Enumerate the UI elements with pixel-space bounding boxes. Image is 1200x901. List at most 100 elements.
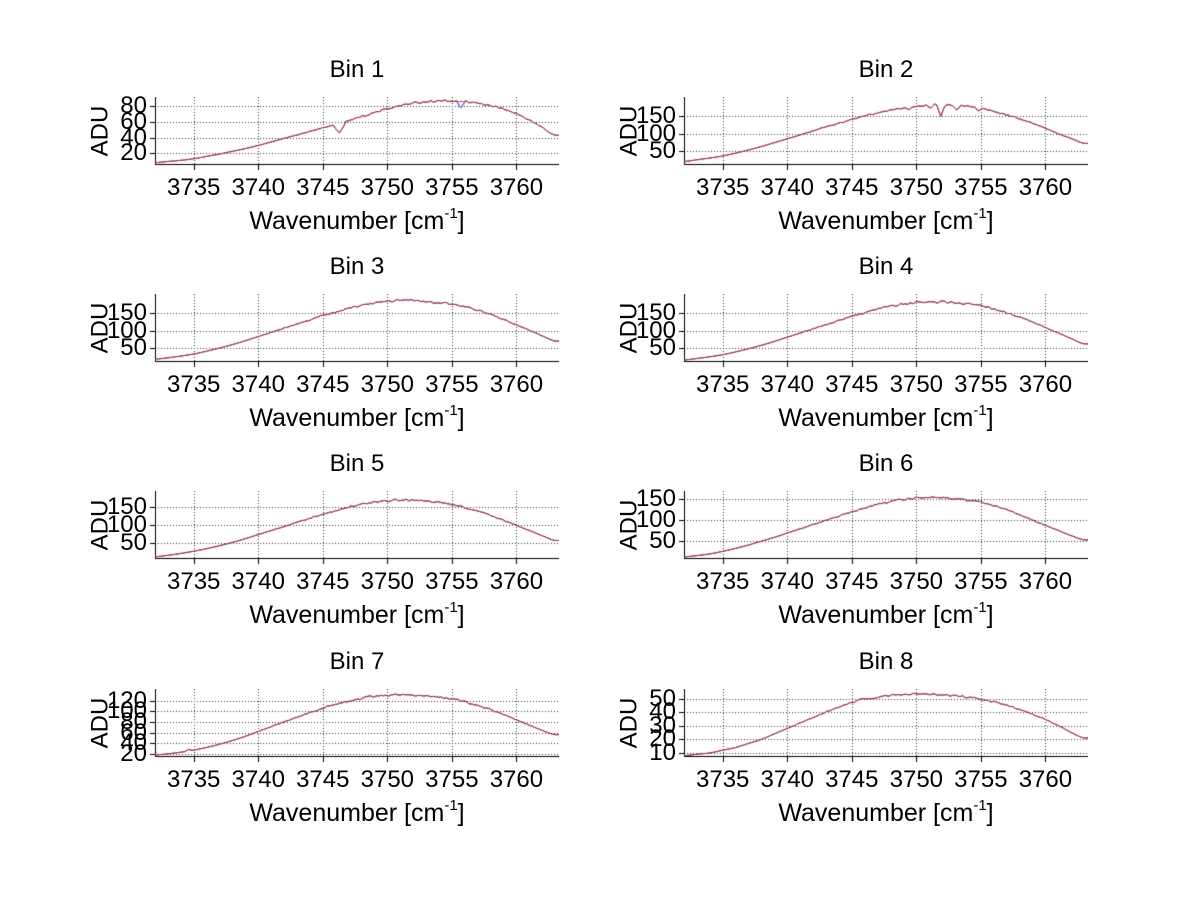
plot-title: Bin 4 <box>858 253 914 280</box>
x-tick-label: 3755 <box>954 371 1008 398</box>
plot-canvas <box>678 97 1088 173</box>
plot-canvas <box>678 689 1088 765</box>
x-axis-label-superscript: -1 <box>973 204 987 222</box>
y-tick-label: 150 <box>106 299 147 327</box>
x-axis-label: Wavenumber [cm-1] <box>155 206 559 235</box>
x-tick-label: 3760 <box>1018 174 1073 201</box>
x-axis-label-bracket: ] <box>457 601 465 629</box>
x-axis-label-superscript: -1 <box>973 598 987 616</box>
subplot-bin-4: Bin 4 ADU Wavenumber [cm-1] 50 100 150 3735… <box>615 254 1088 432</box>
x-tick-label: 3750 <box>360 174 415 201</box>
x-tick-label: 3745 <box>825 568 879 595</box>
x-tick-label: 3750 <box>360 371 415 398</box>
x-axis-label-text: Wavenumber [cm <box>249 404 445 432</box>
subplot-bin-3: Bin 3 ADU Wavenumber [cm-1] 50 100 150 3735… <box>86 254 559 432</box>
x-axis-label-text: Wavenumber [cm <box>778 404 974 432</box>
x-axis-label: Wavenumber [cm-1] <box>684 798 1088 827</box>
x-tick-label: 3745 <box>296 568 350 595</box>
plot-title: Bin 3 <box>329 253 385 280</box>
x-tick-label: 3760 <box>1018 766 1073 793</box>
subplot-bin-5: Bin 5 ADU Wavenumber [cm-1] 50 100 150 3735… <box>86 451 559 629</box>
y-tick-label: 60 <box>120 108 147 135</box>
x-axis-label-text: Wavenumber [cm <box>778 207 974 235</box>
x-tick-label: 3740 <box>760 371 814 398</box>
x-axis-label-text: Wavenumber [cm <box>778 799 974 827</box>
y-tick-label: 100 <box>635 119 676 147</box>
x-tick-label: 3750 <box>889 174 944 201</box>
plot-title: Bin 6 <box>858 450 914 477</box>
plot-canvas <box>149 294 559 370</box>
x-tick-label: 3755 <box>425 568 479 595</box>
y-tick-label: 50 <box>649 137 676 165</box>
x-tick-label: 3750 <box>889 371 944 398</box>
x-axis-label-text: Wavenumber [cm <box>778 601 974 629</box>
y-tick-label: 150 <box>635 484 676 512</box>
y-tick-label: 20 <box>120 739 147 767</box>
x-tick-label: 3745 <box>296 174 350 201</box>
x-tick-label: 3755 <box>425 371 479 398</box>
x-tick-label: 3735 <box>167 371 221 398</box>
x-tick-label: 3740 <box>760 568 814 595</box>
x-tick-label: 3760 <box>489 371 544 398</box>
x-axis-label-text: Wavenumber [cm <box>249 601 445 629</box>
plot-canvas <box>678 491 1088 567</box>
y-tick-label: 40 <box>120 729 147 757</box>
x-tick-label: 3740 <box>231 174 285 201</box>
y-tick-label: 20 <box>649 725 676 753</box>
x-tick-label: 3760 <box>1018 371 1073 398</box>
x-tick-label: 3740 <box>760 766 814 793</box>
x-axis-label-text: Wavenumber [cm <box>249 207 445 235</box>
x-tick-label: 3740 <box>231 766 285 793</box>
x-tick-label: 3745 <box>296 371 350 398</box>
x-tick-label: 3755 <box>954 766 1008 793</box>
x-axis-label-bracket: ] <box>457 799 465 827</box>
x-tick-label: 3740 <box>231 371 285 398</box>
subplot-bin-1: Bin 1 ADU Wavenumber [cm-1] 20 40 60 80 3735… <box>86 57 559 235</box>
y-tick-label: 20 <box>120 139 147 167</box>
x-tick-label: 3745 <box>825 371 879 398</box>
x-tick-label: 3750 <box>360 766 415 793</box>
x-tick-label: 3735 <box>696 174 750 201</box>
x-tick-label: 3735 <box>696 766 750 793</box>
y-tick-label: 80 <box>120 707 147 735</box>
y-tick-label: 80 <box>120 92 147 120</box>
x-tick-label: 3755 <box>425 766 479 793</box>
x-tick-label: 3740 <box>760 174 814 201</box>
subplot-bin-7: Bin 7 ADU Wavenumber [cm-1] 20 40 60 80 100 1… <box>86 649 559 827</box>
y-tick-label: 100 <box>106 697 147 725</box>
x-tick-label: 3740 <box>231 568 285 595</box>
x-tick-label: 3735 <box>696 371 750 398</box>
y-tick-label: 120 <box>106 686 147 714</box>
x-axis-label-superscript: -1 <box>444 401 458 419</box>
x-axis-label-bracket: ] <box>457 207 465 235</box>
x-axis-label-superscript: -1 <box>444 598 458 616</box>
x-axis-label-bracket: ] <box>986 404 994 432</box>
x-axis-label-bracket: ] <box>986 207 994 235</box>
y-tick-label: 100 <box>106 316 147 344</box>
plot-canvas <box>678 294 1088 370</box>
y-tick-label: 50 <box>649 334 676 362</box>
y-tick-label: 40 <box>649 698 676 726</box>
x-tick-label: 3735 <box>167 568 221 595</box>
x-axis-label: Wavenumber [cm-1] <box>155 401 559 432</box>
x-tick-label: 3750 <box>360 568 415 595</box>
x-tick-label: 3755 <box>954 568 1008 595</box>
subplot-bin-2: Bin 2 ADU Wavenumber [cm-1] 50 100 150 3735… <box>615 57 1088 235</box>
x-axis-label: Wavenumber [cm-1] <box>684 598 1088 629</box>
plot-canvas <box>149 491 559 567</box>
subplot-bin-8: Bin 8 ADU Wavenumber [cm-1] 10 20 30 40 50 37… <box>615 649 1088 827</box>
y-tick-label: 150 <box>635 102 676 130</box>
x-axis-label: Wavenumber [cm-1] <box>155 798 559 827</box>
x-axis-label: Wavenumber [cm-1] <box>155 598 559 629</box>
subplot-bin-6: Bin 6 ADU Wavenumber [cm-1] 50 100 150 3735… <box>615 451 1088 629</box>
x-tick-label: 3760 <box>489 568 544 595</box>
x-tick-label: 3745 <box>296 766 350 793</box>
x-tick-label: 3745 <box>825 766 879 793</box>
x-tick-label: 3755 <box>954 174 1008 201</box>
plot-title: Bin 2 <box>858 56 914 83</box>
x-tick-label: 3760 <box>489 766 544 793</box>
x-axis-label: Wavenumber [cm-1] <box>684 204 1088 235</box>
x-axis-label: Wavenumber [cm-1] <box>684 403 1088 432</box>
x-axis-label-bracket: ] <box>986 601 994 629</box>
